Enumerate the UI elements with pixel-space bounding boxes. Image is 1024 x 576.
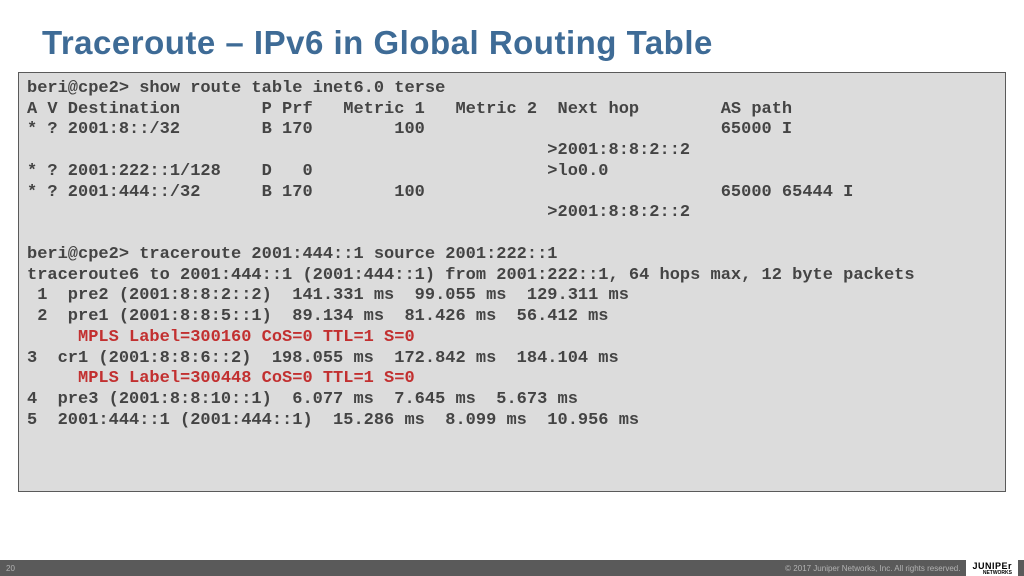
hop-line: 3 cr1 (2001:8:8:6::2) 198.055 ms 172.842… — [27, 349, 619, 368]
terminal-output: beri@cpe2> show route table inet6.0 ters… — [18, 72, 1006, 492]
route-row: * ? 2001:8::/32 B 170 100 65000 I — [27, 120, 792, 139]
cmd-line: beri@cpe2> show route table inet6.0 ters… — [27, 79, 445, 98]
hop-line: 4 pre3 (2001:8:8:10::1) 6.077 ms 7.645 m… — [27, 390, 578, 409]
hop-line: 2 pre1 (2001:8:8:5::1) 89.134 ms 81.426 … — [27, 307, 609, 326]
route-row: >2001:8:8:2::2 — [27, 141, 690, 160]
hop-line: 5 2001:444::1 (2001:444::1) 15.286 ms 8.… — [27, 411, 639, 430]
route-row: * ? 2001:222::1/128 D 0 >lo0.0 — [27, 162, 609, 181]
slide-footer: 20 © 2017 Juniper Networks, Inc. All rig… — [0, 560, 1024, 576]
copyright-text: © 2017 Juniper Networks, Inc. All rights… — [26, 564, 964, 573]
page-number: 20 — [6, 564, 26, 573]
slide-title: Traceroute – IPv6 in Global Routing Tabl… — [0, 0, 1024, 72]
cmd-line: beri@cpe2> traceroute 2001:444::1 source… — [27, 245, 558, 264]
traceroute-header: traceroute6 to 2001:444::1 (2001:444::1)… — [27, 266, 915, 285]
route-row: >2001:8:8:2::2 — [27, 203, 690, 222]
logo-subtext: NETWORKS — [972, 571, 1012, 575]
juniper-logo: JUNIPEr NETWORKS — [966, 560, 1018, 576]
route-row: * ? 2001:444::/32 B 170 100 65000 65444 … — [27, 183, 853, 202]
hop-line: 1 pre2 (2001:8:8:2::2) 141.331 ms 99.055… — [27, 286, 629, 305]
mpls-label-line: MPLS Label=300160 CoS=0 TTL=1 S=0 — [27, 328, 415, 347]
route-header: A V Destination P Prf Metric 1 Metric 2 … — [27, 100, 792, 119]
mpls-label-line: MPLS Label=300448 CoS=0 TTL=1 S=0 — [27, 369, 415, 388]
